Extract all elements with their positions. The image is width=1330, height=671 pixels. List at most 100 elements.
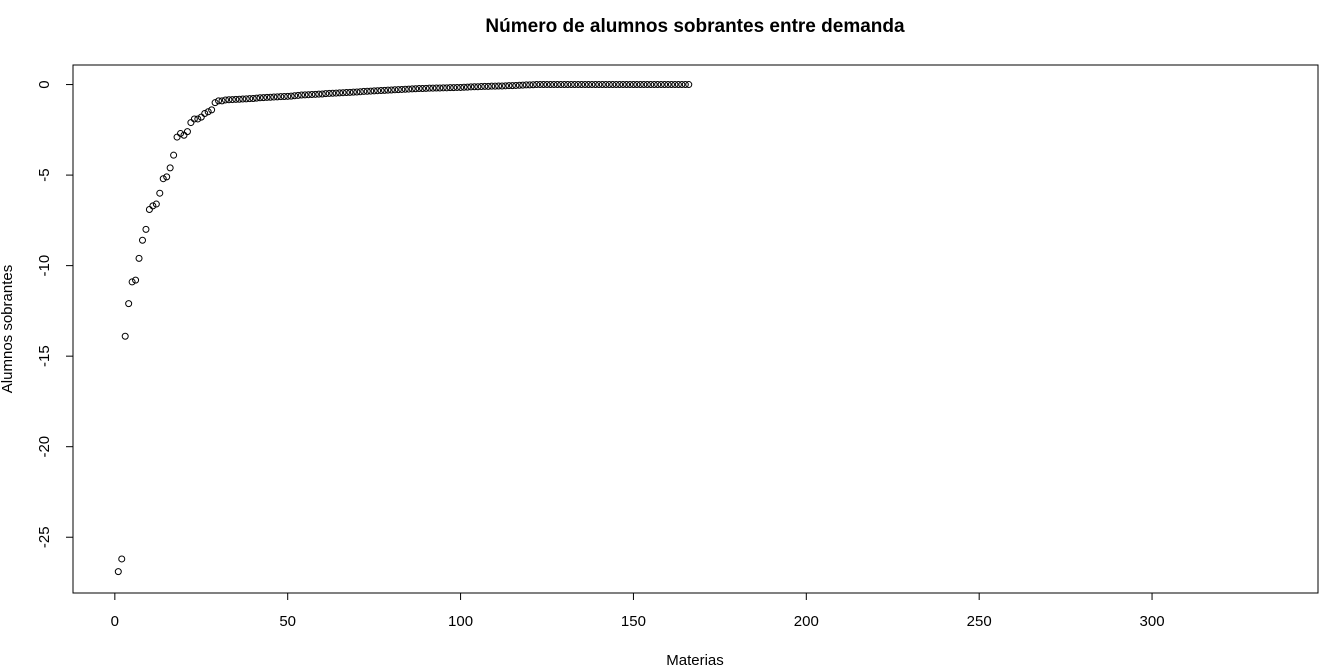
point [508, 82, 516, 90]
point [132, 276, 140, 284]
point [329, 89, 337, 97]
x-axis-label: Materias [666, 652, 724, 669]
point [173, 133, 181, 141]
point [425, 84, 433, 92]
point [515, 81, 523, 89]
point [460, 83, 468, 91]
point [256, 94, 264, 102]
chart-title: Número de alumnos sobrantes entre demand… [485, 16, 905, 37]
x-tick-label: 0 [111, 613, 119, 630]
point [643, 81, 651, 89]
point [571, 81, 579, 89]
point [190, 115, 198, 123]
point [477, 83, 485, 91]
point [187, 119, 195, 127]
point [474, 83, 482, 91]
point [249, 94, 257, 102]
point [197, 113, 205, 121]
x-tick-label: 300 [1140, 613, 1165, 630]
point [626, 81, 634, 89]
point [239, 95, 247, 103]
point [356, 88, 364, 96]
point [467, 83, 475, 91]
point [453, 83, 461, 91]
point [439, 84, 447, 92]
point [612, 81, 620, 89]
x-tick-label: 250 [967, 613, 992, 630]
point [118, 555, 126, 563]
point [629, 81, 637, 89]
point [367, 87, 375, 95]
point [540, 81, 548, 89]
point [678, 81, 686, 89]
point [273, 93, 281, 101]
point [270, 93, 278, 101]
point [339, 89, 347, 97]
point [581, 81, 589, 89]
point [211, 99, 219, 107]
point [591, 81, 599, 89]
point [491, 82, 499, 90]
point [598, 81, 606, 89]
point [657, 81, 665, 89]
y-tick-label: -20 [36, 436, 53, 458]
point [553, 81, 561, 89]
point [522, 81, 530, 89]
point [342, 89, 350, 97]
point [533, 81, 541, 89]
point [287, 92, 295, 100]
point [284, 92, 292, 100]
point [401, 85, 409, 93]
point [308, 91, 316, 99]
point [280, 93, 288, 101]
point [623, 81, 631, 89]
plot-box [72, 64, 1319, 594]
point [419, 85, 427, 93]
point [408, 85, 416, 93]
point [298, 91, 306, 99]
point [671, 81, 679, 89]
point [128, 278, 136, 286]
x-tick-label: 100 [448, 613, 473, 630]
point [152, 200, 160, 208]
point [457, 83, 465, 91]
point [546, 81, 554, 89]
point [225, 96, 233, 104]
x-tick-label: 50 [279, 613, 296, 630]
point [584, 81, 592, 89]
point [325, 89, 333, 97]
point [381, 86, 389, 94]
point [674, 81, 682, 89]
point [557, 81, 565, 89]
y-tick-label: -10 [36, 255, 53, 277]
point [470, 83, 478, 91]
point [218, 97, 226, 105]
point [422, 84, 430, 92]
point [370, 87, 378, 95]
point [138, 236, 146, 244]
point [564, 81, 572, 89]
point [304, 91, 312, 99]
point [156, 189, 164, 197]
x-tick-label: 150 [621, 613, 646, 630]
point [336, 89, 344, 97]
point [529, 81, 537, 89]
point [602, 81, 610, 89]
point [412, 85, 420, 93]
point [443, 84, 451, 92]
point [374, 87, 382, 95]
y-tick-label: -5 [36, 168, 53, 181]
y-tick-label: 0 [36, 80, 53, 88]
point [208, 106, 216, 114]
point [488, 82, 496, 90]
point [215, 97, 223, 105]
point [519, 81, 527, 89]
point [315, 90, 323, 98]
point [654, 81, 662, 89]
point [311, 90, 319, 98]
point [560, 81, 568, 89]
point [180, 131, 188, 139]
point [353, 88, 361, 96]
point [616, 81, 624, 89]
